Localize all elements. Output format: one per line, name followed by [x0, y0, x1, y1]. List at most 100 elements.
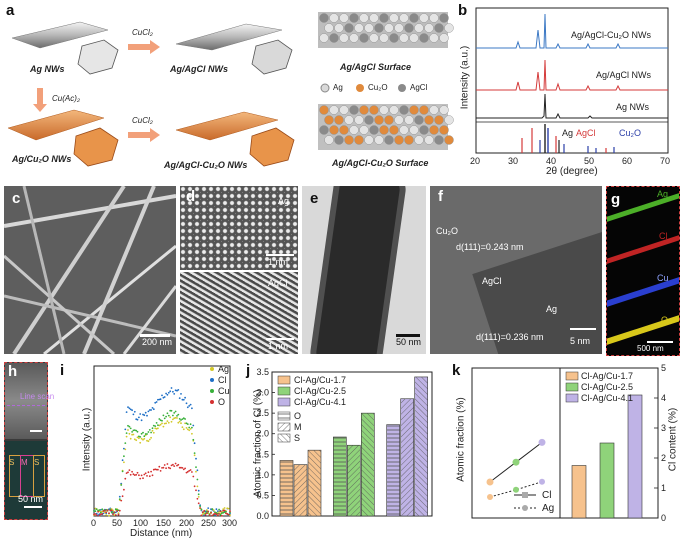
surface-atom	[394, 135, 404, 145]
cl-profile-point	[167, 414, 170, 417]
o-profile-point	[200, 514, 203, 517]
ag-profile-point	[169, 416, 172, 419]
panel-d-agcl-label: AgCl	[268, 278, 288, 288]
eds-scalebar	[647, 341, 673, 343]
surface-atom	[414, 135, 424, 145]
ag-profile-point	[133, 438, 136, 441]
ag-profile-point	[186, 428, 189, 431]
o-profile-point	[121, 495, 124, 498]
o-profile-point	[144, 472, 147, 475]
cl-profile-point	[161, 419, 163, 422]
k-cl-point	[486, 478, 494, 486]
cu-profile-point	[155, 401, 158, 403]
cl-profile-point	[148, 429, 151, 431]
cu-profile-point	[176, 389, 178, 392]
panel-f-agcl: AgCl	[482, 276, 502, 286]
line-scan-plot	[93, 365, 231, 517]
k-ytick-label: 3	[661, 423, 666, 433]
o-profile-point	[220, 514, 223, 517]
cu-profile-point	[172, 390, 174, 393]
surface-atoms-bottom	[319, 105, 454, 145]
surface-atom	[359, 33, 369, 43]
cu-profile-point	[181, 398, 184, 401]
ag-profile-point	[117, 512, 120, 515]
k-lines	[486, 438, 546, 511]
legend-ag-dot	[320, 83, 330, 93]
o-profile-point	[191, 471, 193, 473]
o-profile-point	[110, 509, 113, 512]
region-m-label: M	[21, 458, 28, 467]
panel-c-scalebar	[140, 334, 170, 337]
surface-atoms-top	[319, 13, 454, 43]
surface-atom	[399, 125, 409, 135]
cl-profile-point	[195, 466, 197, 468]
cu-profile-point	[178, 397, 181, 399]
surface-atom	[354, 23, 364, 33]
ag-profile-point	[227, 507, 230, 510]
xrd-trace-black	[476, 93, 668, 119]
cu-profile-point	[154, 401, 157, 404]
ag-profile-point	[148, 438, 151, 441]
ag-profile-point	[132, 433, 135, 436]
eds-cu-label: Cu	[657, 273, 669, 283]
panel-d-top-scale: 1 nm	[268, 257, 289, 267]
panel-i: i Intensity (a.u.) Ag Cl Cu O 0 50 100 1…	[50, 360, 237, 540]
line-scan-frame	[93, 365, 231, 517]
surface-atom	[324, 135, 334, 145]
legend-dot	[210, 367, 214, 371]
panel-f-ag: Ag	[546, 304, 558, 314]
ag-profile-point	[105, 514, 108, 516]
o-profile-point	[197, 502, 200, 505]
surface-atom	[379, 125, 389, 135]
panel-e-label: e	[310, 190, 319, 207]
cl-profile-point	[193, 452, 196, 454]
cu-profile-point	[182, 398, 185, 401]
cu-profile-point	[140, 419, 143, 422]
cl-profile-point	[166, 412, 169, 415]
o-profile-point	[101, 513, 104, 515]
surface-atom	[419, 105, 429, 115]
line-scan-tick-150: 150	[156, 518, 172, 528]
surface-atom	[319, 125, 329, 135]
o-profile-point	[155, 468, 158, 471]
ag-profile-point	[185, 427, 188, 429]
surface-atom	[369, 125, 379, 135]
eds-map-ag: Ag	[607, 187, 679, 229]
xrd-label-ag-agcl: Ag/AgCl NWs	[596, 70, 652, 80]
cl-profile-point	[181, 418, 184, 420]
cl-profile-point	[214, 511, 216, 514]
k-legend-label: Cl-Ag/Cu-1.7	[581, 371, 633, 381]
o-profile-point	[165, 467, 167, 470]
eds-cl-wire	[607, 234, 679, 265]
cl-profile-point	[172, 414, 174, 417]
panel-f-scalebar	[570, 328, 596, 330]
ag-profile-point	[222, 508, 225, 511]
cu-profile-point	[189, 403, 192, 406]
ag-profile-point	[138, 437, 140, 440]
ag-profile-point	[147, 440, 150, 443]
cu-profile-point	[170, 387, 173, 389]
o-profile-point	[211, 514, 214, 517]
surface-atom	[429, 105, 439, 115]
cu-profile-point	[152, 408, 155, 411]
xrd-tick-50: 50	[584, 156, 595, 166]
o-profile-point	[196, 497, 199, 500]
legend-o-line: O	[218, 397, 226, 407]
panel-f-scale: 5 nm	[570, 336, 591, 346]
o-profile-point	[152, 468, 155, 471]
k-bar	[599, 442, 615, 519]
o-profile-point	[227, 513, 230, 516]
surface-atom	[364, 135, 374, 145]
cu-profile-point	[196, 469, 199, 472]
surface-atom	[329, 33, 339, 43]
o-profile-point	[125, 472, 128, 474]
line-scan-tick-50: 50	[112, 518, 123, 528]
o-profile-point	[170, 464, 173, 467]
surface-atom	[344, 23, 354, 33]
cu-profile-point	[169, 390, 172, 393]
j-ytick-label: 1.0	[256, 470, 269, 480]
cl-profile-point	[123, 455, 125, 458]
cl-profile-point	[152, 424, 155, 427]
xrd-xlabel: 2θ (degree)	[546, 166, 598, 177]
surface-atom	[424, 115, 434, 125]
